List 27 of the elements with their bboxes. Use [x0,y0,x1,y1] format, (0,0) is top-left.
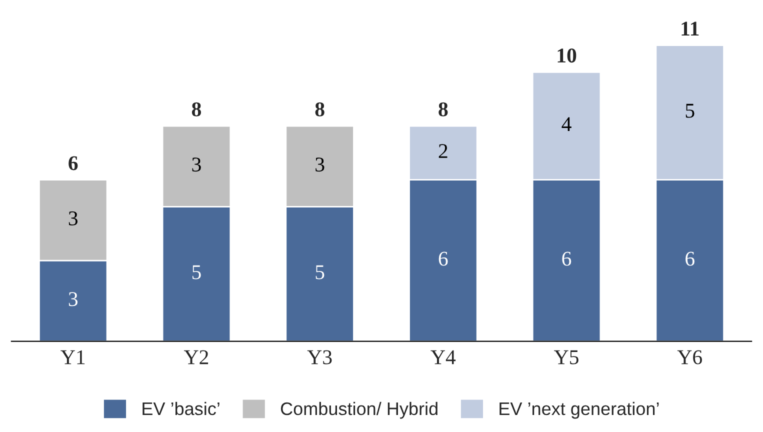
data-label: 3 [192,158,201,172]
data-label: 2 [438,144,448,158]
total-label: 8 [315,102,324,116]
data-label: 3 [68,211,78,226]
legend-label: EV ’basic’ [142,402,220,416]
x-tick-label: Y2 [184,350,208,364]
x-tick-label: Y6 [677,350,702,364]
total-label: 11 [682,22,699,36]
x-tick-label: Y3 [307,350,332,364]
data-label: 5 [316,265,324,280]
data-label: 3 [316,158,324,172]
data-label: 4 [562,117,572,132]
data-label: 5 [192,265,201,280]
x-tick-label: Y5 [554,350,578,364]
total-label: 6 [68,156,78,170]
x-tick-label: Y1 [60,350,85,364]
total-label: 10 [558,48,576,63]
legend-label: EV ’next generation’ [500,402,659,419]
data-label: 6 [686,252,694,266]
x-tick-label: Y4 [430,350,456,364]
total-label: 8 [192,102,201,116]
data-label: 6 [562,252,572,266]
legend-label: Combustion/ Hybrid [280,402,438,419]
data-label: 3 [68,292,78,306]
total-label: 8 [438,102,448,116]
data-label: 6 [438,252,448,266]
data-label: 5 [686,104,694,118]
